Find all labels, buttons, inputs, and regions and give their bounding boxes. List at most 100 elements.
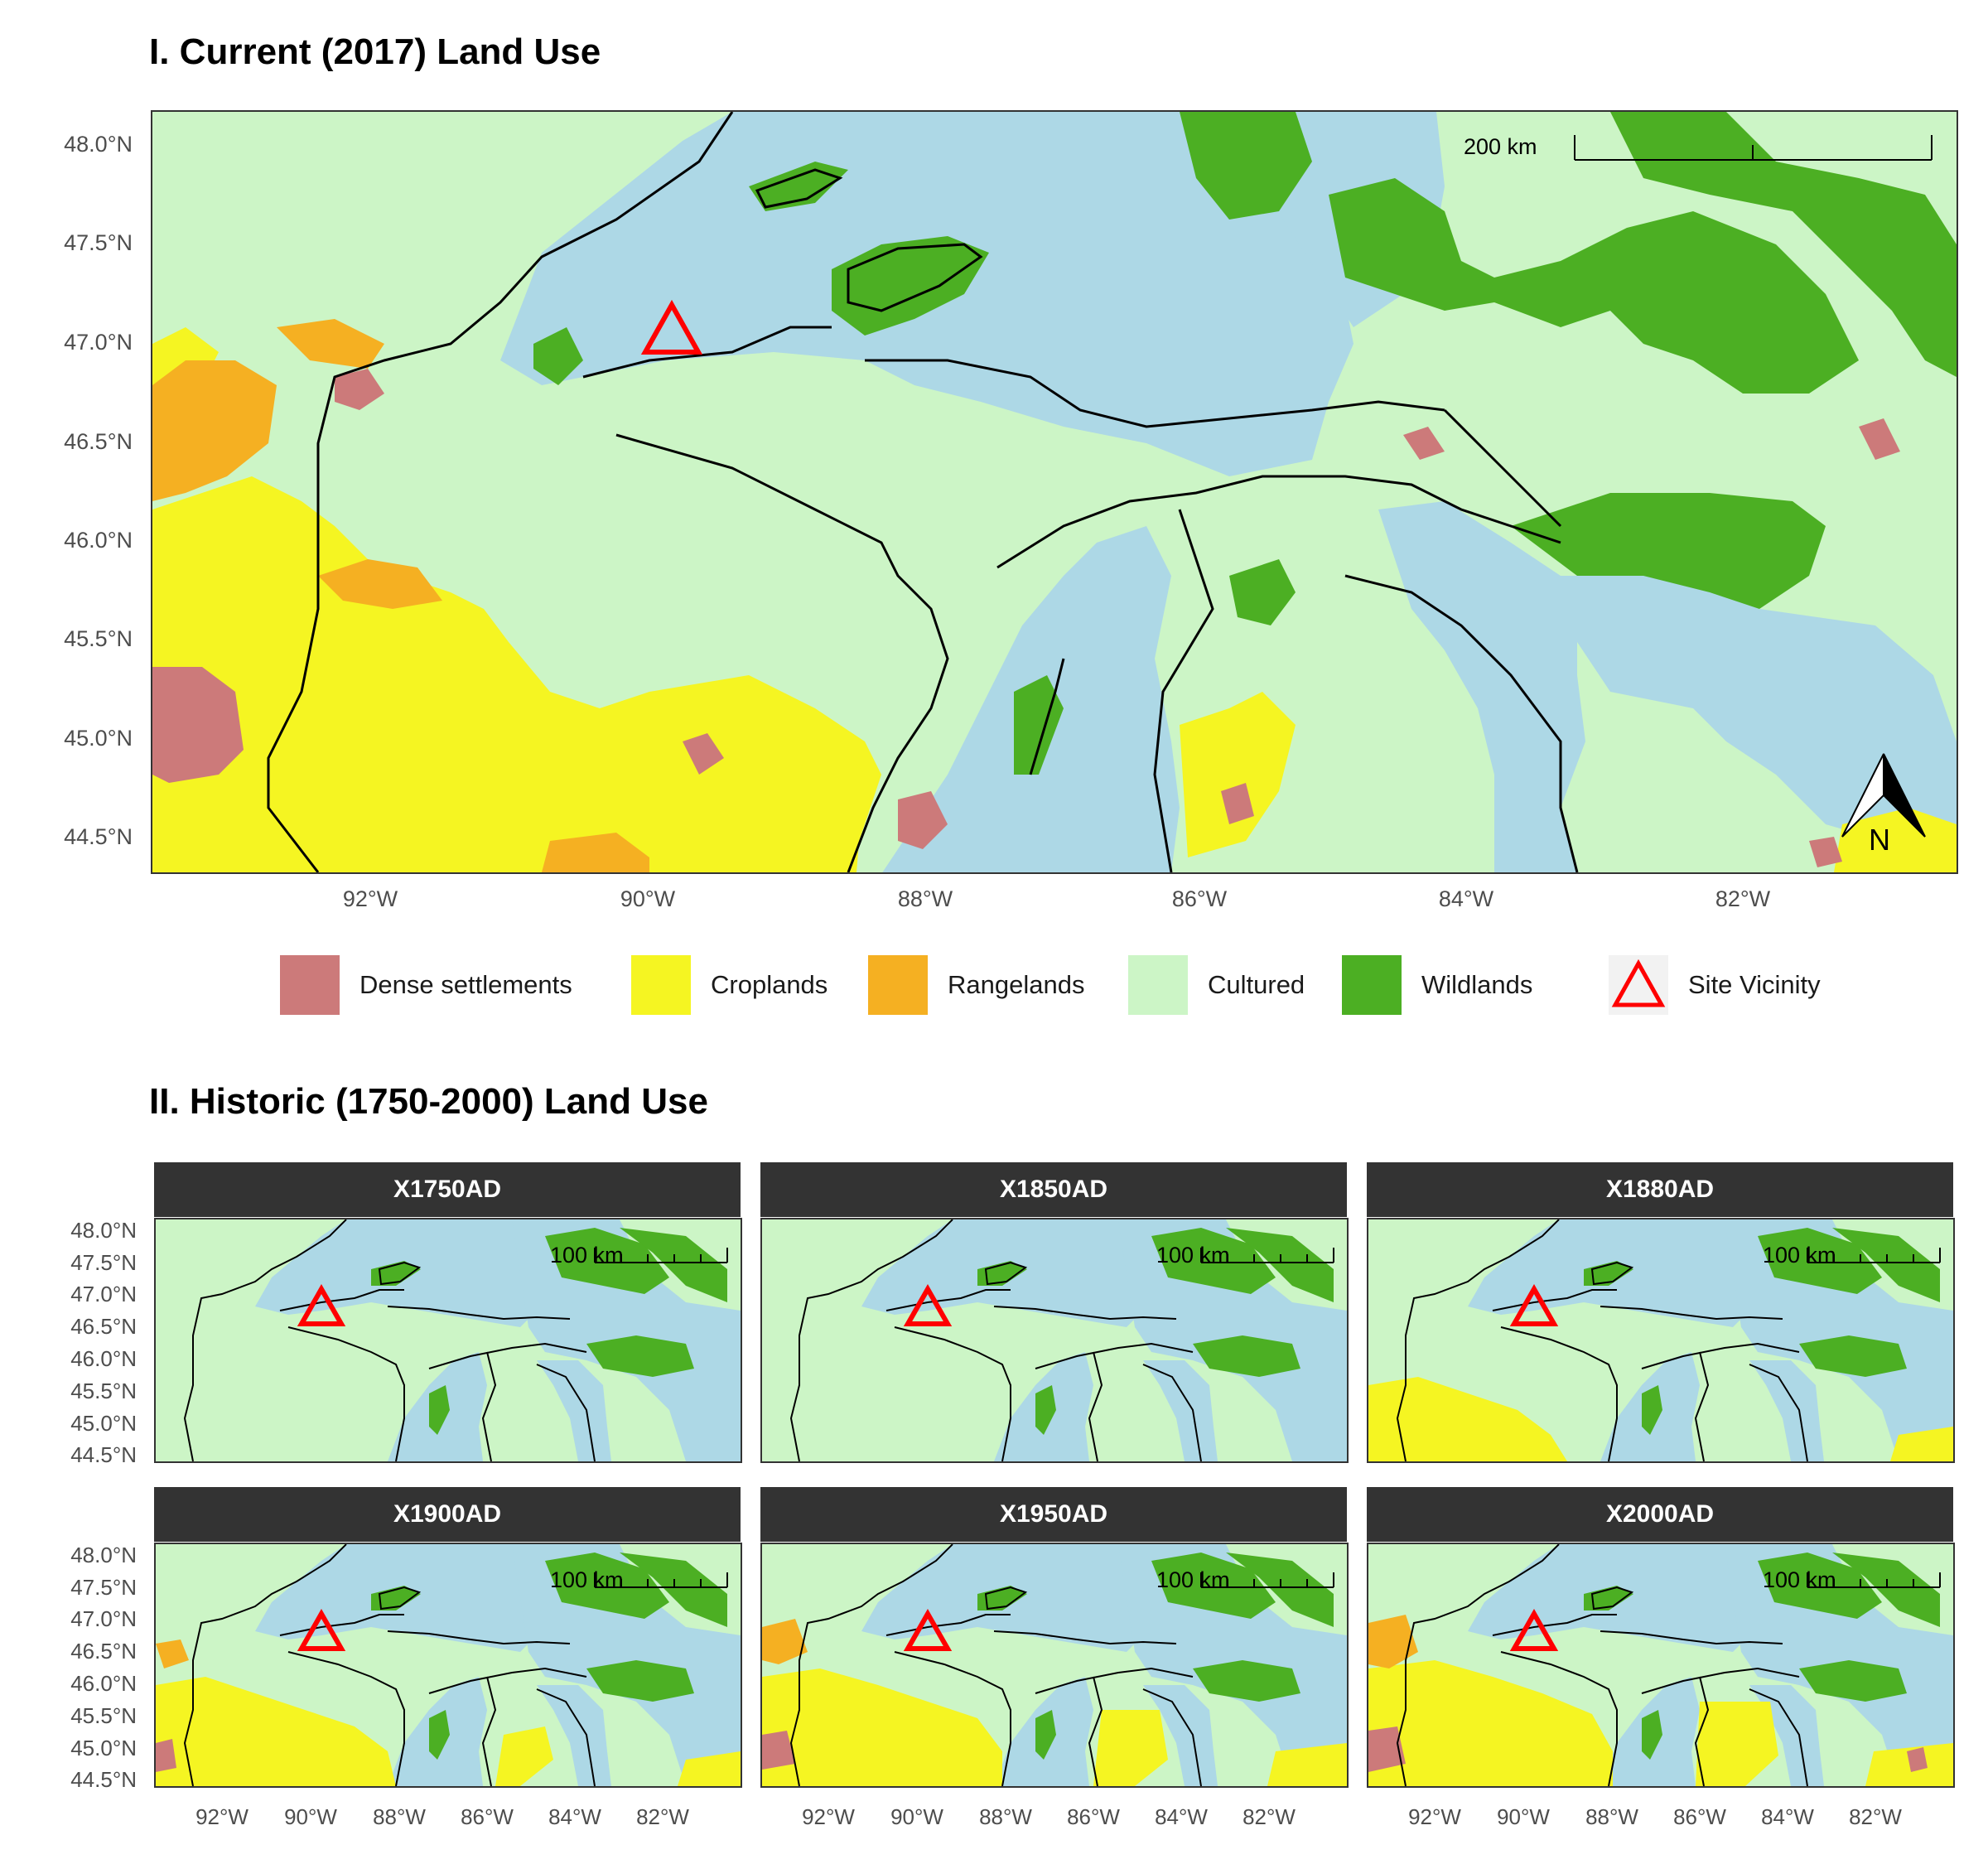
y-tick-label: 46.0°N: [64, 528, 133, 553]
main-map-title: I. Current (2017) Land Use: [149, 31, 601, 72]
y-tick-label: 46.5°N: [70, 1314, 137, 1339]
legend-label: Cultured: [1208, 970, 1305, 999]
rangelands-area: [1368, 1615, 1418, 1668]
main-map-panel[interactable]: 200 km N: [151, 110, 1958, 874]
x-tick-label: 90°W: [1497, 1804, 1550, 1829]
x-tick-label: 82°W: [1242, 1804, 1296, 1829]
y-tick-label: 47.0°N: [70, 1606, 137, 1631]
wildlands-nipigon: [749, 162, 848, 211]
y-tick-label: 47.5°N: [64, 230, 133, 255]
legend-label: Dense settlements: [359, 970, 572, 999]
site-vicinity-marker[interactable]: [640, 299, 703, 355]
wildlands-door-peninsula: [1014, 675, 1064, 775]
legend-swatch-dense-settlements: [280, 955, 340, 1015]
wildlands-north: [1180, 112, 1312, 220]
croplands-area: [495, 1726, 553, 1786]
panel-strip-x1880ad: X1880AD: [1367, 1162, 1953, 1217]
panel-strip-x1850ad: X1850AD: [760, 1162, 1347, 1217]
y-tick-label: 47.5°N: [70, 1575, 137, 1600]
dense-settlements-area: [1368, 1726, 1406, 1772]
panel-map-x1900ad[interactable]: [154, 1543, 742, 1788]
croplands-area: [1890, 1427, 1953, 1461]
historic-title: II. Historic (1750-2000) Land Use: [149, 1081, 708, 1122]
legend-swatch-croplands: [631, 955, 691, 1015]
dense-settlement-green-bay: [898, 791, 948, 849]
y-tick-label: 45.0°N: [70, 1411, 137, 1436]
scale-bar-label: 100 km: [1763, 1243, 1836, 1268]
y-tick-label: 46.5°N: [64, 429, 133, 454]
mini-map-svg: [762, 1219, 1347, 1461]
wildlands-ontario: [1329, 178, 1859, 394]
scale-bar-label: 100 km: [1156, 1567, 1230, 1592]
state-border-line: [267, 112, 734, 872]
x-tick-label: 82°W: [1715, 886, 1771, 911]
y-tick-label: 46.0°N: [70, 1346, 137, 1371]
y-tick-label: 44.5°N: [64, 824, 133, 849]
x-tick-label: 84°W: [1761, 1804, 1814, 1829]
scale-bar-label: 100 km: [550, 1567, 624, 1592]
x-tick-label: 90°W: [284, 1804, 337, 1829]
dense-settlements-area: [156, 1739, 176, 1772]
legend-swatch-cultured: [1128, 955, 1188, 1015]
croplands-area: [1865, 1743, 1953, 1786]
x-tick-label: 92°W: [195, 1804, 248, 1829]
croplands-michigan: [1180, 692, 1296, 857]
y-tick-label: 46.5°N: [70, 1639, 137, 1664]
x-tick-label: 86°W: [1673, 1804, 1726, 1829]
georgian-bay: [1561, 576, 1957, 841]
panel-map-x2000ad[interactable]: [1367, 1543, 1955, 1788]
x-tick-label: 82°W: [1849, 1804, 1902, 1829]
legend-label: Wildlands: [1421, 970, 1533, 999]
scale-bar: [1574, 135, 1933, 161]
x-tick-label: 86°W: [461, 1804, 514, 1829]
up-south-shore: [996, 475, 1561, 569]
x-tick-label: 92°W: [342, 886, 398, 911]
mini-map-svg: [762, 1544, 1347, 1786]
panel-map-x1850ad[interactable]: [760, 1218, 1349, 1463]
dense-settlements-area: [762, 1731, 795, 1770]
wildlands-beaver-island: [1229, 559, 1296, 625]
north-arrow-icon: [1841, 753, 1926, 838]
superior-south-shore: [582, 326, 832, 379]
x-tick-label: 92°W: [1408, 1804, 1461, 1829]
scale-bar-label: 100 km: [550, 1243, 624, 1268]
y-tick-label: 46.0°N: [70, 1671, 137, 1696]
x-tick-label: 88°W: [897, 886, 953, 911]
wisconsin-michigan-border: [615, 433, 949, 872]
dense-settlement-east: [1859, 418, 1900, 460]
north-arrow-label: N: [1869, 823, 1890, 857]
rangelands-area: [762, 1619, 808, 1664]
panel-map-x1950ad[interactable]: [760, 1543, 1349, 1788]
lake-huron: [1378, 501, 1585, 872]
x-tick-label: 90°W: [620, 886, 676, 911]
michigan-east-coast: [1344, 574, 1579, 872]
wildlands-ontario-north: [1610, 112, 1957, 377]
x-tick-label: 82°W: [636, 1804, 689, 1829]
y-tick-label: 47.0°N: [70, 1282, 137, 1306]
panel-map-x1880ad[interactable]: [1367, 1218, 1955, 1463]
legend-label: Site Vicinity: [1688, 970, 1821, 999]
panel-strip-x2000ad: X2000AD: [1367, 1487, 1953, 1542]
scale-bar-label: 100 km: [1763, 1567, 1836, 1592]
x-tick-label: 88°W: [979, 1804, 1032, 1829]
isle-royale-outline: [847, 243, 983, 312]
wildlands-apostle-islands: [533, 327, 583, 385]
triangle-outline-icon: [1609, 955, 1668, 1015]
panel-map-x1750ad[interactable]: [154, 1218, 742, 1463]
croplands-area: [678, 1751, 741, 1786]
dense-settlement-southeast: [1809, 837, 1842, 867]
x-tick-label: 84°W: [1438, 886, 1494, 911]
croplands-east: [1834, 808, 1957, 872]
y-tick-label: 45.0°N: [64, 726, 133, 751]
croplands-area: [1093, 1710, 1168, 1786]
croplands-area: [1267, 1743, 1347, 1786]
up-north-shore: [865, 359, 1445, 428]
y-tick-label: 45.0°N: [70, 1736, 137, 1760]
rangelands-duluth: [277, 319, 384, 369]
panel-strip-x1950ad: X1950AD: [760, 1487, 1347, 1542]
rangelands-west: [152, 360, 277, 501]
croplands-area: [1696, 1702, 1778, 1786]
scale-bar-label: 100 km: [1156, 1243, 1230, 1268]
y-tick-label: 48.0°N: [70, 1543, 137, 1567]
rangelands-south: [542, 833, 649, 872]
